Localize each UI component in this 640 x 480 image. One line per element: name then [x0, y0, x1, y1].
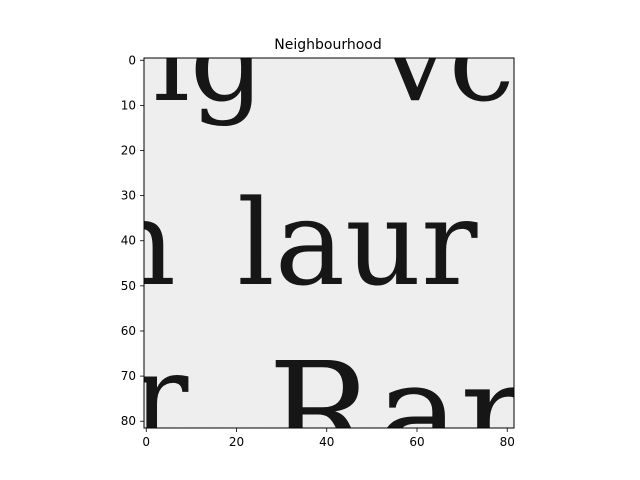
- axes-frame: [143, 57, 515, 429]
- y-tick-label: 10: [121, 98, 136, 112]
- y-tick-label: 70: [121, 369, 136, 383]
- x-tick-label: 40: [319, 435, 334, 449]
- text-fragment-middle: laur: [237, 174, 478, 312]
- text-fragment-middle-left: n: [100, 174, 176, 312]
- x-tick-label: 0: [142, 435, 150, 449]
- x-axis: 0 20 40 60 80: [142, 428, 515, 449]
- y-tick-label: 40: [121, 234, 136, 248]
- x-tick-label: 80: [500, 435, 515, 449]
- image-patch: ig vc n laur r Rar: [100, 0, 527, 480]
- y-tick-label: 20: [121, 144, 136, 158]
- y-tick-label: 50: [121, 279, 136, 293]
- text-fragment-top-right: vc: [381, 0, 515, 128]
- text-fragment-top-left: ig: [152, 0, 265, 128]
- y-tick-label: 80: [121, 414, 136, 428]
- text-fragment-bottom-left: r: [132, 328, 189, 466]
- y-tick-label: 60: [121, 324, 136, 338]
- text-fragment-bottom: Rar: [268, 333, 527, 480]
- chart-title: Neighbourhood: [274, 37, 381, 53]
- x-tick-label: 60: [409, 435, 424, 449]
- y-tick-label: 0: [128, 53, 136, 67]
- y-tick-label: 30: [121, 189, 136, 203]
- x-tick-label: 20: [229, 435, 244, 449]
- y-axis: 0 10 20 30 40 50 60 70 80: [121, 53, 144, 428]
